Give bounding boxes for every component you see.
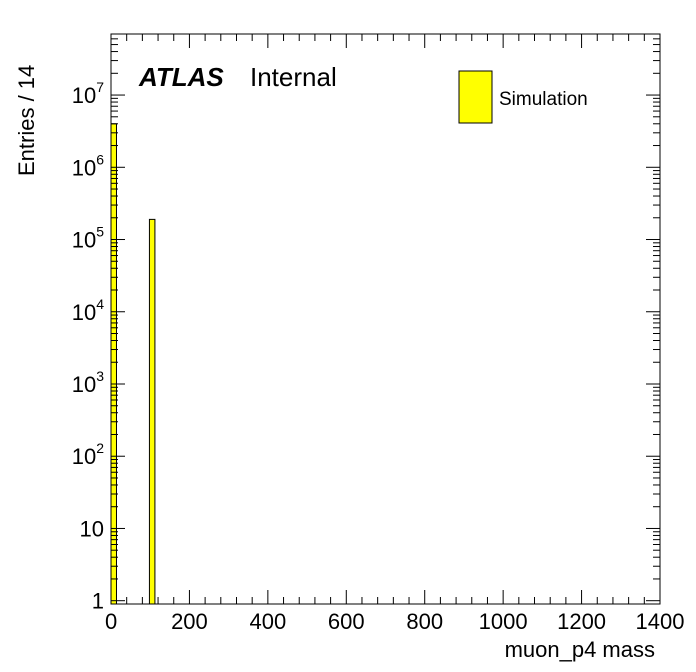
x-tick-label: 1200 [557,609,606,634]
x-axis-tick-labels: 0 200 400 600 800 1000 1200 1400 [105,609,684,634]
x-tick-label: 200 [171,609,208,634]
legend-label: Simulation [499,89,588,110]
x-tick-label: 1000 [479,609,528,634]
y-axis-ticks [111,33,660,602]
y-tick-label: 102 [72,440,104,469]
bar-1 [148,218,156,605]
x-tick-label: 0 [105,609,117,634]
y-tick-label: 106 [72,151,104,180]
atlas-label: ATLAS [138,62,224,92]
x-tick-label: 400 [249,609,286,634]
y-axis-tick-labels: 1 10 102 103 104 105 106 107 [72,79,104,614]
y-tick-label: 1 [92,589,104,614]
y-tick-label: 10 [80,516,104,541]
x-tick-label: 1400 [636,609,685,634]
internal-label: Internal [250,62,337,92]
x-tick-label: 800 [406,609,443,634]
y-tick-label: 107 [72,79,104,108]
x-axis-ticks [110,34,661,604]
x-axis-title: muon_p4 mass [505,637,655,662]
y-tick-label: 103 [72,368,104,397]
y-axis-title: Entries / 14 [14,65,39,176]
y-tick-label: 104 [72,296,104,325]
x-tick-label: 600 [328,609,365,634]
y-tick-label: 105 [72,224,104,253]
legend-swatch [458,70,493,124]
plot-frame [110,33,661,605]
